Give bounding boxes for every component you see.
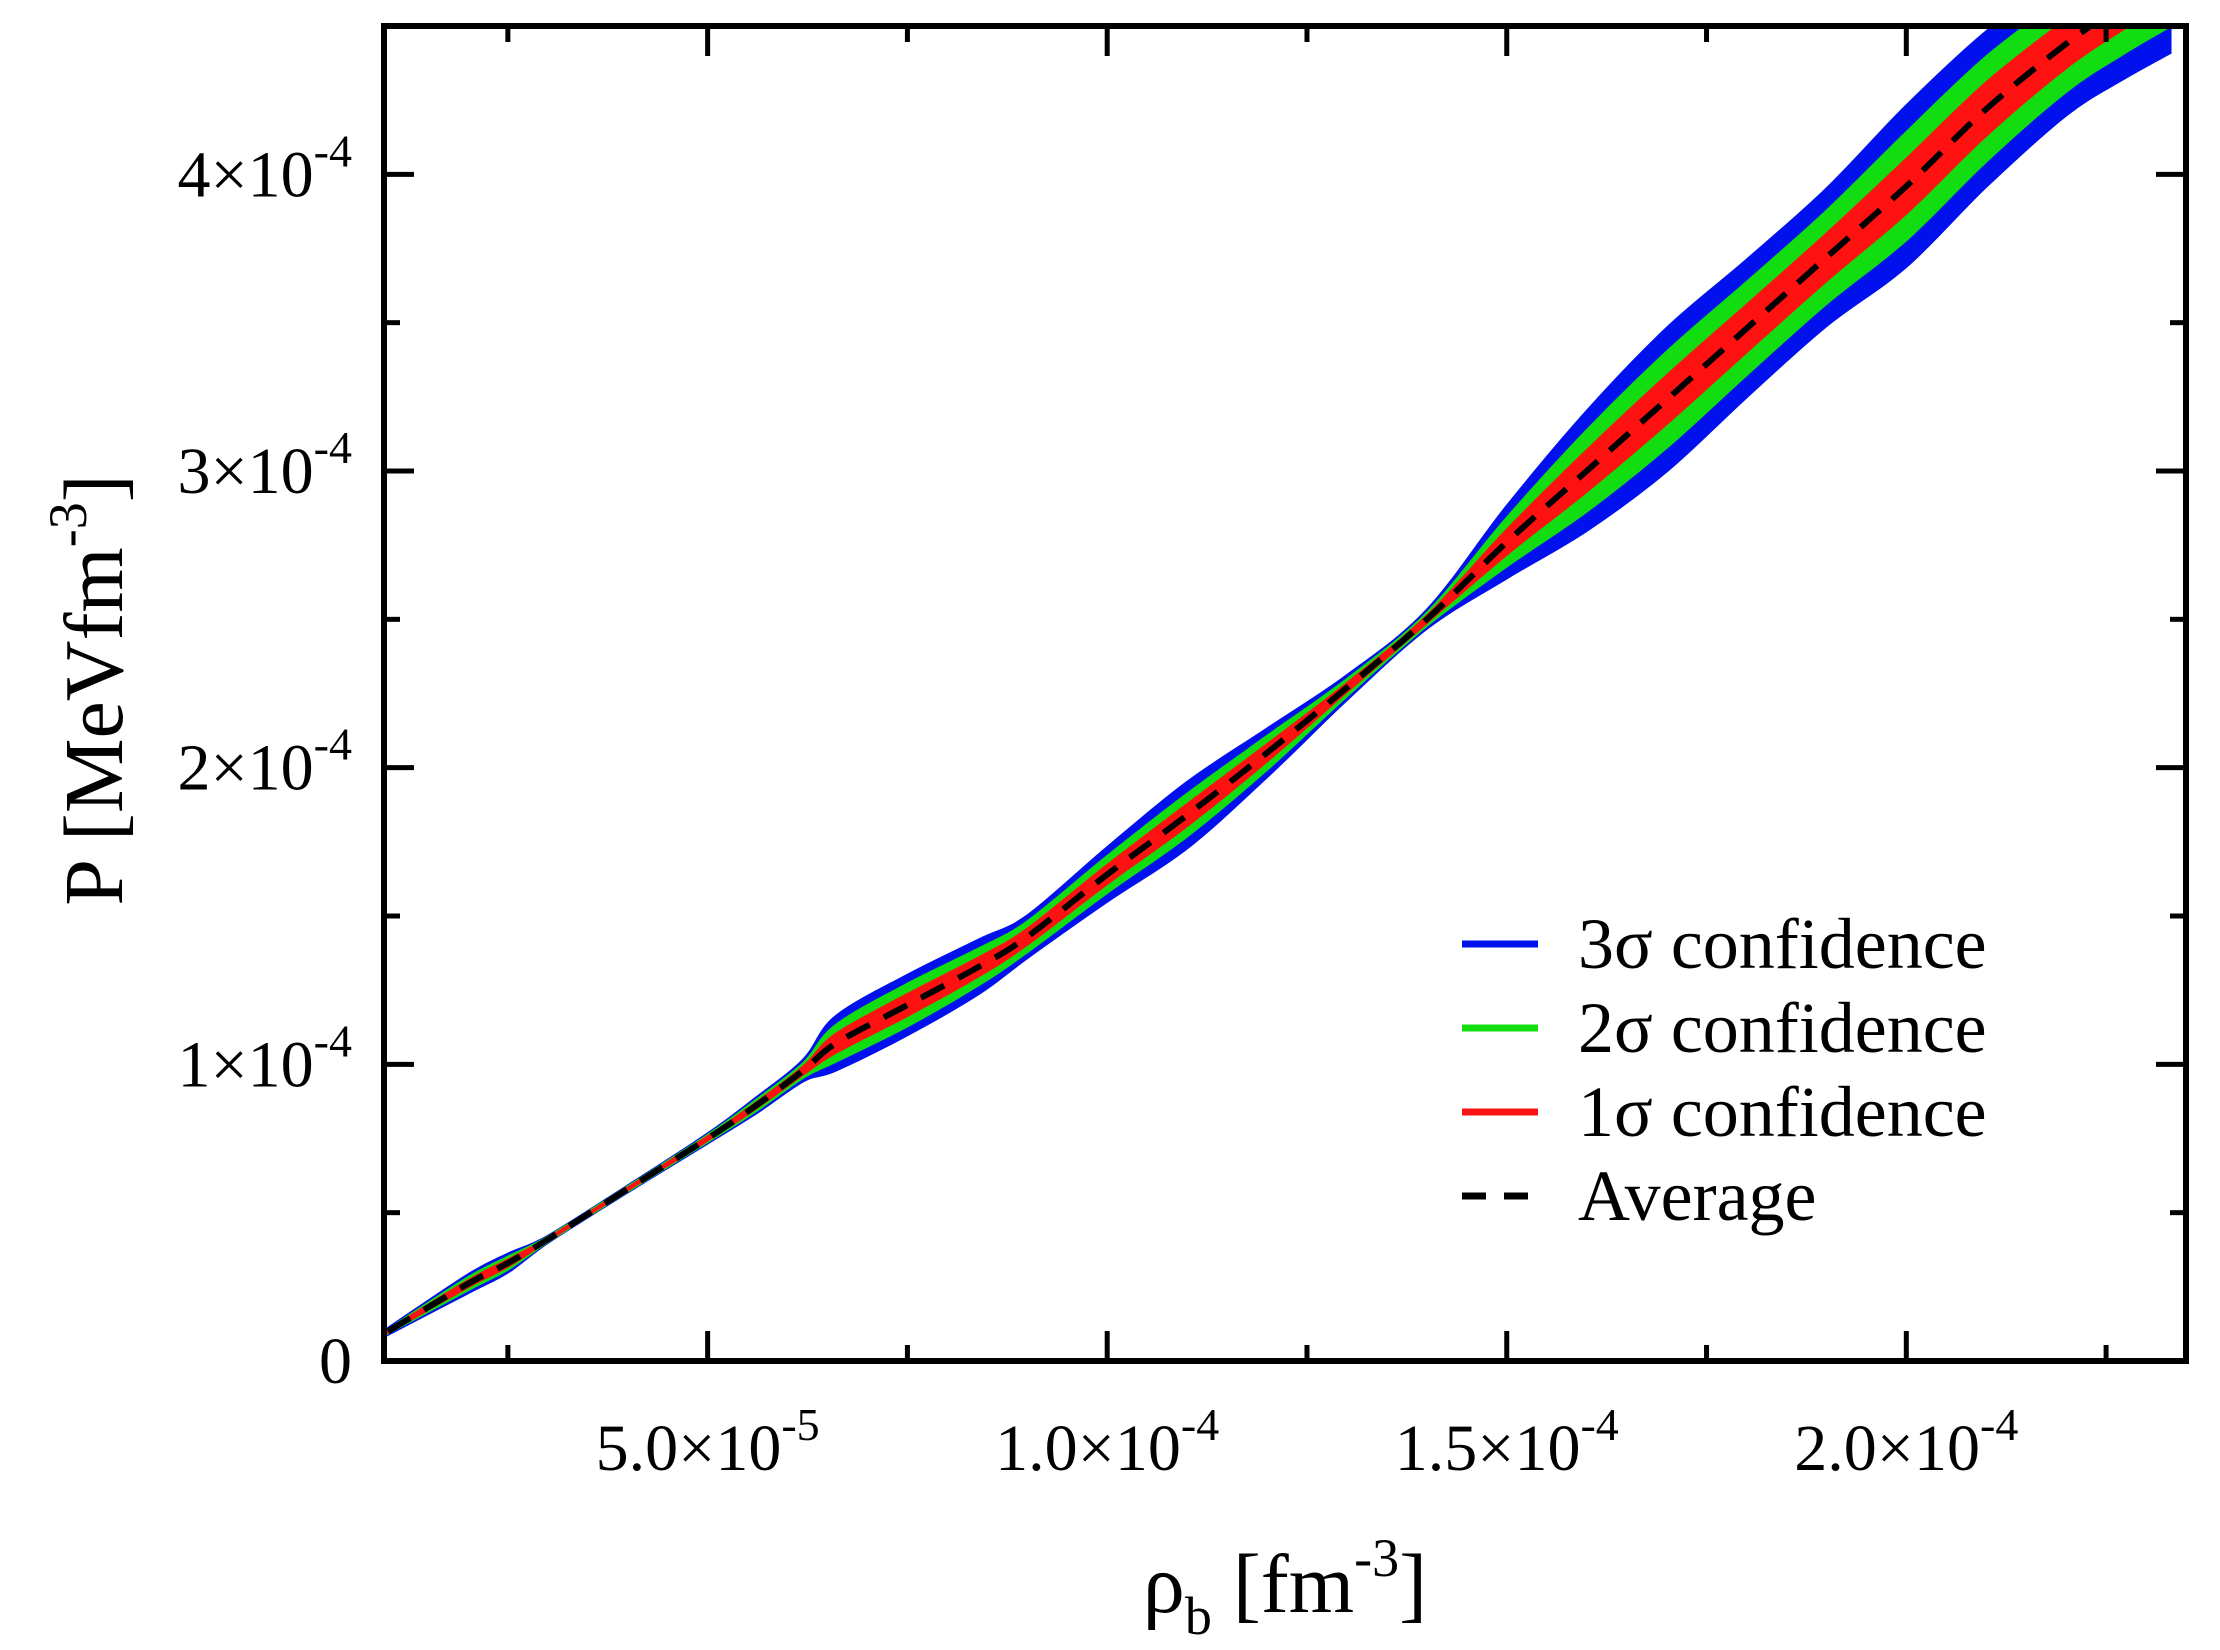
y-tick-label: 2×10-4 xyxy=(177,719,352,805)
axis-ticks xyxy=(384,23,2186,1361)
legend-label: 1σ confidence xyxy=(1578,1072,1987,1152)
x-axis-title: ρb [fm-3] xyxy=(1143,1528,1427,1646)
x-tick-labels: 5.0×10-5 1.0×10-4 1.5×10-4 2.0×10-4 xyxy=(596,1399,2019,1485)
y-axis-title: P [MeVfm-3] xyxy=(38,474,141,906)
y-tick-label: 1×10-4 xyxy=(177,1015,352,1101)
band-3sigma-area xyxy=(386,26,2131,1335)
x-tick-label: 5.0×10-5 xyxy=(596,1399,820,1485)
x-tick-label: 2.0×10-4 xyxy=(1794,1399,2018,1485)
confidence-bands xyxy=(386,26,2172,1337)
y-tick-labels: 0 1×10-4 2×10-4 3×10-4 4×10-4 xyxy=(177,125,352,1398)
x-tick-label: 1.0×10-4 xyxy=(995,1399,1219,1485)
y-tick-label: 0 xyxy=(319,1325,352,1398)
legend-label: 2σ confidence xyxy=(1578,988,1987,1068)
y-tick-label: 4×10-4 xyxy=(177,125,352,211)
plot-area xyxy=(386,26,2172,1337)
legend-entry: 2σ confidence xyxy=(1462,988,1987,1068)
y-tick-label: 3×10-4 xyxy=(177,422,352,508)
legend-label: 3σ confidence xyxy=(1578,904,1987,984)
legend-entry: 1σ confidence xyxy=(1462,1072,1987,1152)
legend-entry: 3σ confidence xyxy=(1462,904,1987,984)
plot-frame xyxy=(381,23,2189,1364)
legend-entry: Average xyxy=(1462,1156,1817,1236)
average-line xyxy=(386,26,2096,1334)
average-series xyxy=(386,26,2096,1334)
x-tick-label: 1.5×10-4 xyxy=(1395,1399,1619,1485)
legend-label: Average xyxy=(1578,1156,1817,1236)
